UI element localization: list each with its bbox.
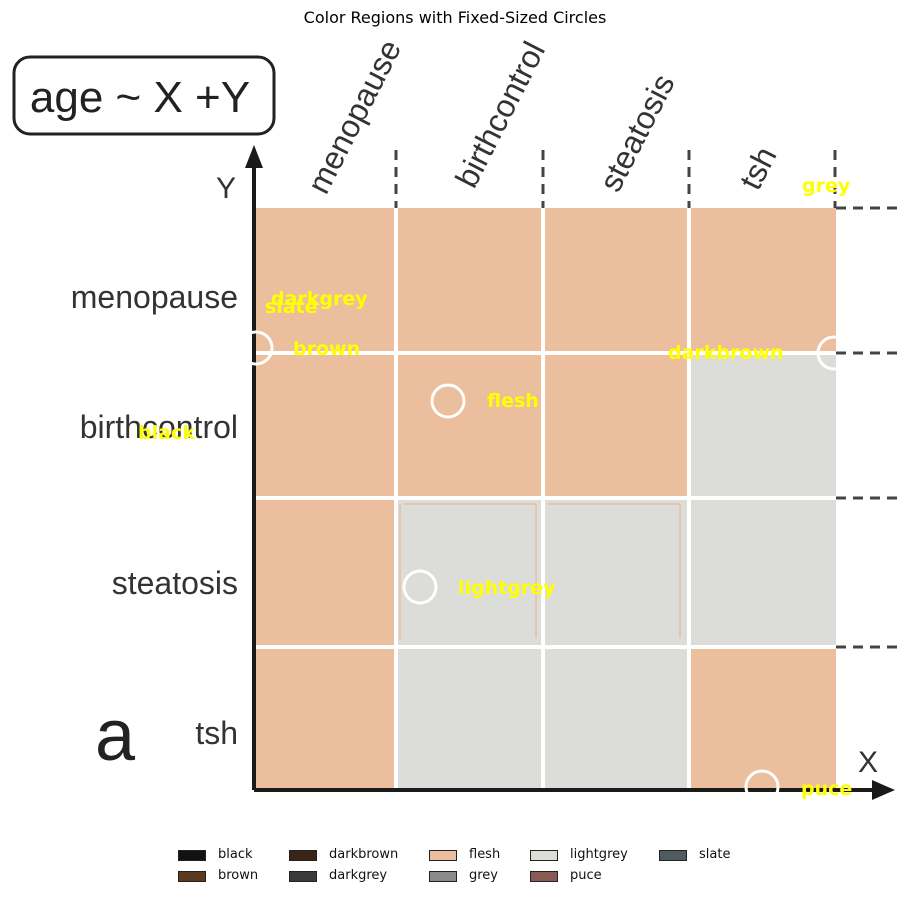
region-label-darkbrown: darkbrown [668,342,784,364]
legend-item-darkgrey: darkgrey [289,867,387,885]
region-label-lightgrey: lightgrey [458,577,556,599]
legend: black brown darkbrown darkgrey flesh grey ligh… [178,846,778,890]
legend-label: brown [218,868,259,883]
axes [245,145,895,800]
legend-swatch [178,870,206,882]
grid-cell [689,353,836,498]
row-label-tsh: tsh [195,715,238,751]
grid-cell [396,647,543,790]
legend-label: lightgrey [570,847,628,862]
legend-swatch [429,870,457,882]
formula-box [12,55,276,136]
col-label-birthcontrol: birthcontrol [448,36,552,193]
circle-marker [238,330,274,366]
legend-label: flesh [469,847,501,862]
legend-label: slate [699,847,731,862]
y-axis-label: Y [216,172,236,205]
region-label-darkgrey: darkgrey [271,288,368,310]
grid-cell [254,353,396,498]
legend-swatch [530,849,558,861]
region-label-puce: puce [801,778,852,800]
grid-cell [543,208,689,353]
x-axis-label: X [858,746,878,779]
inner-strokes [399,503,681,640]
circle-marker [744,769,780,805]
grid-cell [254,647,396,790]
legend-item-slate: slate [659,846,730,864]
grid-cell [543,647,689,790]
legend-item-grey: grey [429,867,498,885]
grid-cells [254,208,836,790]
grid-cell [543,498,689,647]
grid-cell [689,647,836,790]
circle-marker [430,383,466,419]
dashed-guides [394,150,900,649]
region-label-brown: brown [293,338,360,360]
circle-marker [816,335,852,371]
legend-label: grey [469,868,499,883]
legend-item-brown: brown [178,867,258,885]
legend-label: darkbrown [329,847,399,862]
col-label-steatosis: steatosis [592,68,681,197]
legend-item-puce: puce [530,867,602,885]
row-label-steatosis: steatosis [112,565,238,601]
grid-cell [396,208,543,353]
grid-cell [689,208,836,353]
legend-swatch [429,849,457,861]
legend-item-flesh: flesh [429,846,500,864]
legend-item-lightgrey: lightgrey [530,846,628,864]
formula-diagram: age ~ X +Y Y X a menopause birthcontrol … [12,33,900,805]
legend-label: puce [570,868,602,883]
grid-cell [254,208,396,353]
region-label-flesh: flesh [487,390,539,412]
legend-swatch [659,849,687,861]
row-label-menopause: menopause [71,279,238,315]
col-label-tsh: tsh [732,141,783,195]
col-label-menopause: menopause [300,34,408,199]
legend-label: darkgrey [329,868,388,883]
grid-cell [396,353,543,498]
grid-separators [254,208,836,790]
panel-label: a [95,696,136,776]
legend-item-black: black [178,846,253,864]
grid-cell [543,353,689,498]
region-label-slate: slate [265,296,318,318]
formula-text: age ~ X +Y [30,73,250,122]
legend-swatch [530,870,558,882]
legend-swatch [289,870,317,882]
grid-cell [254,498,396,647]
chart-title: Color Regions with Fixed-Sized Circles [303,8,607,27]
region-label-grey: grey [802,175,851,197]
legend-swatch [178,849,206,861]
marker-circles [238,330,852,805]
region-label-black: black [138,422,195,444]
grid-cell [689,498,836,647]
row-label-birthcontrol: birthcontrol [80,409,238,445]
circle-marker [402,569,438,605]
legend-item-darkbrown: darkbrown [289,846,398,864]
legend-label: black [218,847,253,862]
legend-swatch [289,849,317,861]
